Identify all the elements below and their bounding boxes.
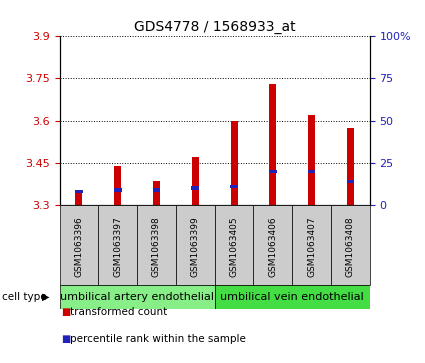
Text: ■: ■: [62, 307, 71, 317]
Bar: [60, 205, 98, 285]
Bar: [331, 205, 370, 285]
Text: umbilical artery endothelial: umbilical artery endothelial: [60, 292, 214, 302]
Bar: [292, 205, 331, 285]
Bar: [191, 186, 199, 190]
Bar: [308, 170, 315, 173]
Text: GSM1063397: GSM1063397: [113, 216, 122, 277]
Bar: [308, 115, 315, 205]
Bar: [269, 170, 277, 173]
Text: ■: ■: [62, 334, 71, 344]
Text: GSM1063406: GSM1063406: [268, 216, 277, 277]
Text: GSM1063407: GSM1063407: [307, 216, 316, 277]
Bar: [269, 84, 276, 205]
Text: GSM1063396: GSM1063396: [74, 216, 83, 277]
Text: GSM1063398: GSM1063398: [152, 216, 161, 277]
Text: umbilical vein endothelial: umbilical vein endothelial: [220, 292, 364, 302]
Bar: [114, 188, 122, 192]
Bar: [98, 205, 137, 285]
Bar: [215, 205, 253, 285]
Text: percentile rank within the sample: percentile rank within the sample: [70, 334, 246, 344]
Text: cell type: cell type: [2, 292, 47, 302]
Bar: [114, 166, 121, 205]
Bar: [192, 157, 199, 205]
Bar: [176, 205, 215, 285]
Text: GSM1063399: GSM1063399: [191, 216, 200, 277]
Bar: [75, 189, 82, 205]
Bar: [346, 180, 354, 183]
Bar: [75, 190, 83, 193]
Text: ▶: ▶: [42, 292, 49, 302]
Text: transformed count: transformed count: [70, 307, 167, 317]
Bar: [215, 285, 370, 309]
Title: GDS4778 / 1568933_at: GDS4778 / 1568933_at: [134, 20, 295, 34]
Bar: [153, 181, 160, 205]
Bar: [230, 185, 238, 188]
Bar: [230, 121, 238, 205]
Bar: [137, 205, 176, 285]
Bar: [253, 205, 292, 285]
Bar: [60, 285, 215, 309]
Text: GSM1063405: GSM1063405: [230, 216, 238, 277]
Bar: [153, 188, 160, 192]
Text: GSM1063408: GSM1063408: [346, 216, 355, 277]
Bar: [347, 128, 354, 205]
